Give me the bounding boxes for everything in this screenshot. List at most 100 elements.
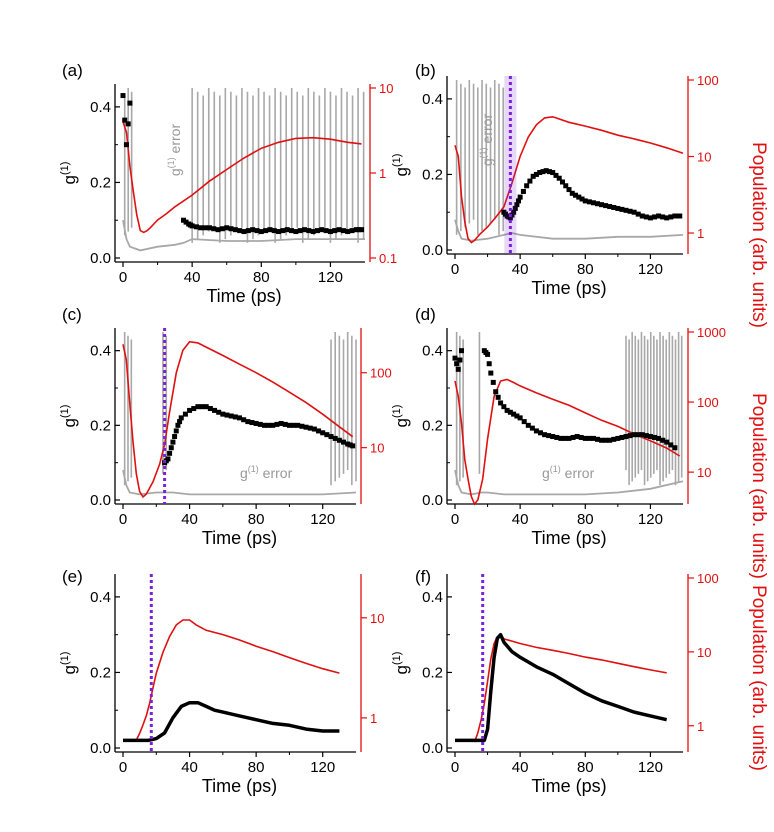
series-g1-point xyxy=(537,170,543,176)
series-g1-point xyxy=(299,423,305,429)
series-g1-point xyxy=(167,450,173,456)
plot-area xyxy=(123,619,340,743)
series-g1-point xyxy=(595,201,600,207)
y-axis-label-base: g xyxy=(60,665,79,674)
series-g1-point xyxy=(623,434,629,440)
y-axis-label-sup: (1) xyxy=(391,154,403,167)
series-g1-point xyxy=(345,229,351,235)
x-tick-label: 40 xyxy=(512,511,529,528)
series-g1-line xyxy=(123,700,340,743)
series-g1-point xyxy=(353,227,359,233)
series-g1-point xyxy=(582,198,588,204)
series-g1-point xyxy=(237,415,242,421)
plot-area xyxy=(120,88,365,252)
series-g1-point xyxy=(538,430,543,436)
series-g1-point xyxy=(278,420,284,426)
y2-tick-label: 10 xyxy=(697,465,711,480)
series-error-line xyxy=(454,469,684,496)
series-g1-point xyxy=(266,422,272,428)
x-tick-label: 0 xyxy=(451,261,459,278)
series-g1-point xyxy=(232,227,238,233)
series-g1-point xyxy=(639,432,645,438)
series-g1-point xyxy=(512,205,518,211)
y2-tick-label: 1 xyxy=(697,226,704,241)
x-tick-label: 80 xyxy=(253,269,270,286)
series-g1-point xyxy=(627,433,633,439)
panel-label: (e) xyxy=(62,567,83,586)
y-tick-label: 0.4 xyxy=(422,91,443,108)
series-g1-point xyxy=(122,117,128,123)
series-g1-point xyxy=(215,227,221,233)
series-g1-point xyxy=(639,213,645,219)
series-g1-point xyxy=(241,417,247,423)
series-g1-point xyxy=(183,219,189,225)
series-g1-point xyxy=(165,456,171,462)
series-g1-point xyxy=(643,433,649,439)
y-tick-label: 0.0 xyxy=(422,740,443,757)
x-tick-label: 120 xyxy=(638,511,663,528)
series-g1-point xyxy=(582,435,588,441)
y-tick-label: 0.2 xyxy=(422,417,443,434)
series-g1-point xyxy=(328,434,334,440)
y-axis-label: g(1) xyxy=(59,162,79,185)
series-population-line xyxy=(473,633,667,743)
series-g1-point xyxy=(517,415,523,421)
series-g1-point xyxy=(350,443,356,449)
series-g1-point xyxy=(127,100,133,106)
series-g1-point xyxy=(524,183,530,189)
marker-band xyxy=(504,76,517,254)
x-tick-label: 0 xyxy=(119,759,127,776)
series-g1-point xyxy=(576,194,582,200)
series-g1-point xyxy=(455,366,461,372)
series-g1-point xyxy=(546,169,552,175)
series-g1-point xyxy=(310,229,316,235)
annotation-rest: error xyxy=(259,465,293,481)
series-g1-point xyxy=(181,217,186,223)
series-g1-point xyxy=(216,409,222,415)
series-g1-point xyxy=(232,414,238,420)
x-tick-label: 80 xyxy=(577,511,594,528)
series-g1-point xyxy=(615,435,621,441)
series-g1-point xyxy=(267,227,273,233)
y2-tick-label: 10 xyxy=(370,611,384,626)
x-tick-label: 80 xyxy=(577,261,594,278)
series-g1-point xyxy=(540,169,546,175)
series-g1-point xyxy=(514,202,520,208)
series-g1-point xyxy=(530,173,536,179)
series-error-line xyxy=(454,219,684,242)
annotation-sup: (1) xyxy=(166,157,176,168)
y-axis-label-sup: (1) xyxy=(59,405,71,418)
series-g1-point xyxy=(359,227,365,233)
y-axis-label: g(1) xyxy=(59,405,79,428)
plot-area xyxy=(454,80,684,244)
series-g1-point xyxy=(319,227,325,233)
series-g1-point xyxy=(182,411,188,417)
series-g1-point xyxy=(664,215,670,221)
y-tick-label: 0.2 xyxy=(90,174,111,191)
x-tick-label: 40 xyxy=(181,511,198,528)
series-g1-point xyxy=(271,228,277,234)
x-tick-label: 40 xyxy=(184,269,201,286)
series-population-line xyxy=(454,115,684,244)
series-g1-point xyxy=(253,420,259,426)
annotation-sup: (1) xyxy=(550,464,561,474)
series-g1-point xyxy=(459,348,465,354)
x-tick-label: 0 xyxy=(451,759,459,776)
x-tick-label: 40 xyxy=(181,759,198,776)
series-g1-point xyxy=(490,379,496,385)
x-axis-label: Time (ps) xyxy=(202,528,277,548)
series-g1-point xyxy=(514,413,520,419)
series-g1-point xyxy=(311,426,317,432)
series-g1-point xyxy=(635,211,641,217)
series-g1-point xyxy=(324,432,330,438)
annotation-g1-error: g(1) error xyxy=(240,464,293,481)
series-g1-point xyxy=(668,214,674,220)
panel-label: (f) xyxy=(415,567,431,586)
series-g1-point xyxy=(627,208,633,214)
series-g1-point xyxy=(302,227,307,233)
series-g1-point xyxy=(562,435,568,441)
series-g1-point xyxy=(501,404,507,410)
